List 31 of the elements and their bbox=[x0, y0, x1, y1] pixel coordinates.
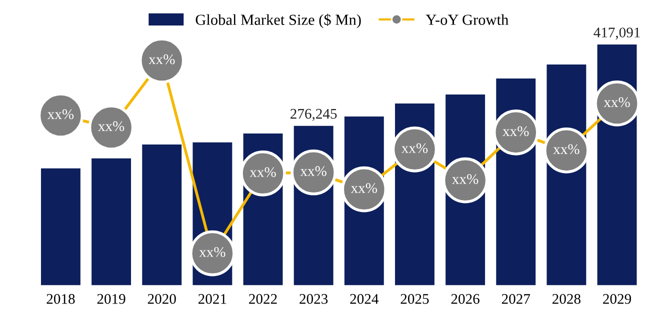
x-tick-label: 2024 bbox=[350, 294, 379, 304]
legend-label: Global Market Size ($ Mn) bbox=[196, 14, 361, 28]
x-tick-label: 2029 bbox=[603, 294, 632, 304]
data-label: 276,245 bbox=[290, 108, 337, 121]
bar bbox=[92, 158, 132, 286]
data-label: xx% bbox=[553, 144, 580, 154]
data-label: xx% bbox=[452, 174, 478, 184]
x-tick-label: 2025 bbox=[400, 294, 429, 304]
bar bbox=[142, 144, 182, 286]
data-label: xx% bbox=[148, 54, 175, 64]
data-label: xx% bbox=[502, 126, 529, 136]
x-tick-label: 2021 bbox=[198, 294, 226, 304]
data-label: xx% bbox=[199, 247, 226, 257]
data-label: xx% bbox=[401, 143, 428, 154]
data-label: 417,091 bbox=[594, 28, 640, 40]
data-label: xx% bbox=[250, 167, 276, 178]
x-tick-label: 2026 bbox=[451, 294, 480, 304]
x-tick-label: 2028 bbox=[552, 294, 580, 304]
x-tick-label: 2018 bbox=[46, 294, 75, 304]
x-tick-label: 2022 bbox=[249, 294, 277, 304]
data-label: xx% bbox=[604, 97, 630, 108]
data-label: xx% bbox=[350, 183, 378, 194]
x-tick-label: 2020 bbox=[148, 294, 176, 304]
data-label: xx% bbox=[300, 166, 326, 176]
x-tick-label: 2027 bbox=[502, 294, 530, 304]
x-tick-label: 2023 bbox=[300, 294, 328, 304]
data-label: xx% bbox=[47, 109, 74, 120]
legend-label: Y-oY Growth bbox=[426, 14, 508, 25]
x-tick-label: 2019 bbox=[97, 294, 126, 304]
data-label: xx% bbox=[98, 121, 124, 132]
bar bbox=[40, 168, 80, 286]
